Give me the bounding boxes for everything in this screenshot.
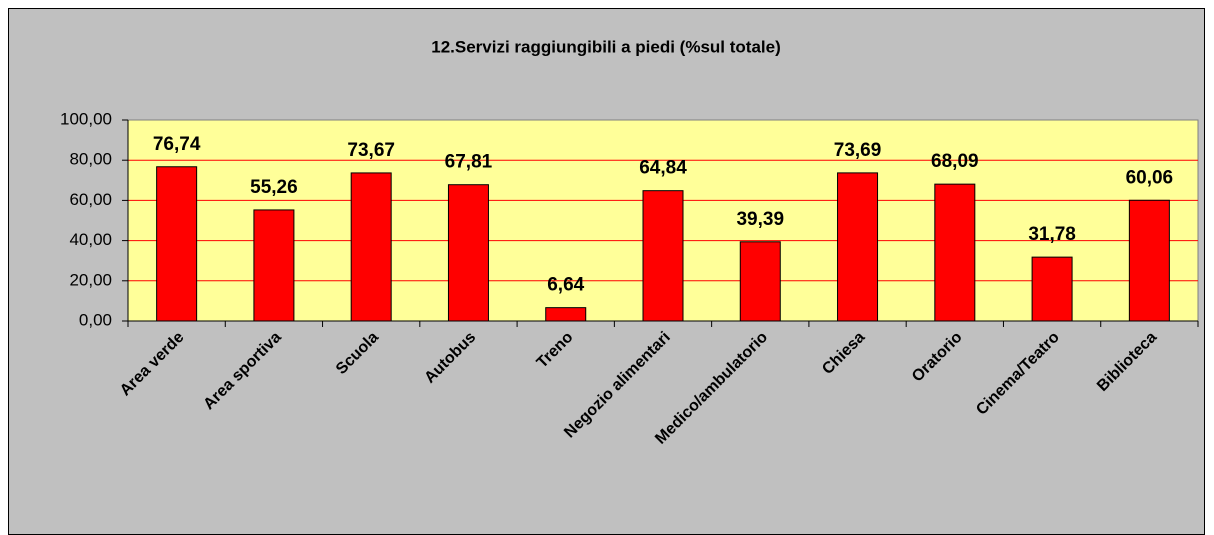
value-label: 55,26 — [250, 177, 298, 198]
value-label: 60,06 — [1126, 167, 1174, 188]
value-label: 39,39 — [736, 209, 784, 230]
value-label: 31,78 — [1028, 224, 1076, 245]
value-label: 73,67 — [347, 140, 395, 161]
bar — [545, 307, 587, 322]
value-label: 76,74 — [153, 134, 201, 155]
bar — [1128, 199, 1170, 322]
y-tick-label: 100,00 — [60, 109, 112, 128]
bar — [447, 184, 489, 322]
y-tick-label: 0,00 — [79, 310, 112, 329]
chart-title: 12.Servizi raggiungibili a piedi (%sul t… — [431, 37, 781, 56]
bar — [253, 209, 295, 322]
y-tick-label: 80,00 — [69, 150, 112, 169]
bar — [156, 166, 198, 322]
bar — [739, 241, 781, 322]
value-label: 64,84 — [639, 158, 687, 179]
bar — [934, 183, 976, 322]
value-label: 73,69 — [834, 140, 882, 161]
value-label: 67,81 — [445, 152, 493, 173]
y-tick-label: 20,00 — [69, 270, 112, 289]
bar — [642, 190, 684, 322]
bar — [1031, 256, 1073, 322]
bar — [350, 172, 392, 322]
value-label: 68,09 — [931, 151, 979, 172]
y-tick-label: 60,00 — [69, 190, 112, 209]
y-tick-label: 40,00 — [69, 230, 112, 249]
value-label: 6,64 — [547, 275, 584, 296]
bar — [837, 172, 879, 322]
